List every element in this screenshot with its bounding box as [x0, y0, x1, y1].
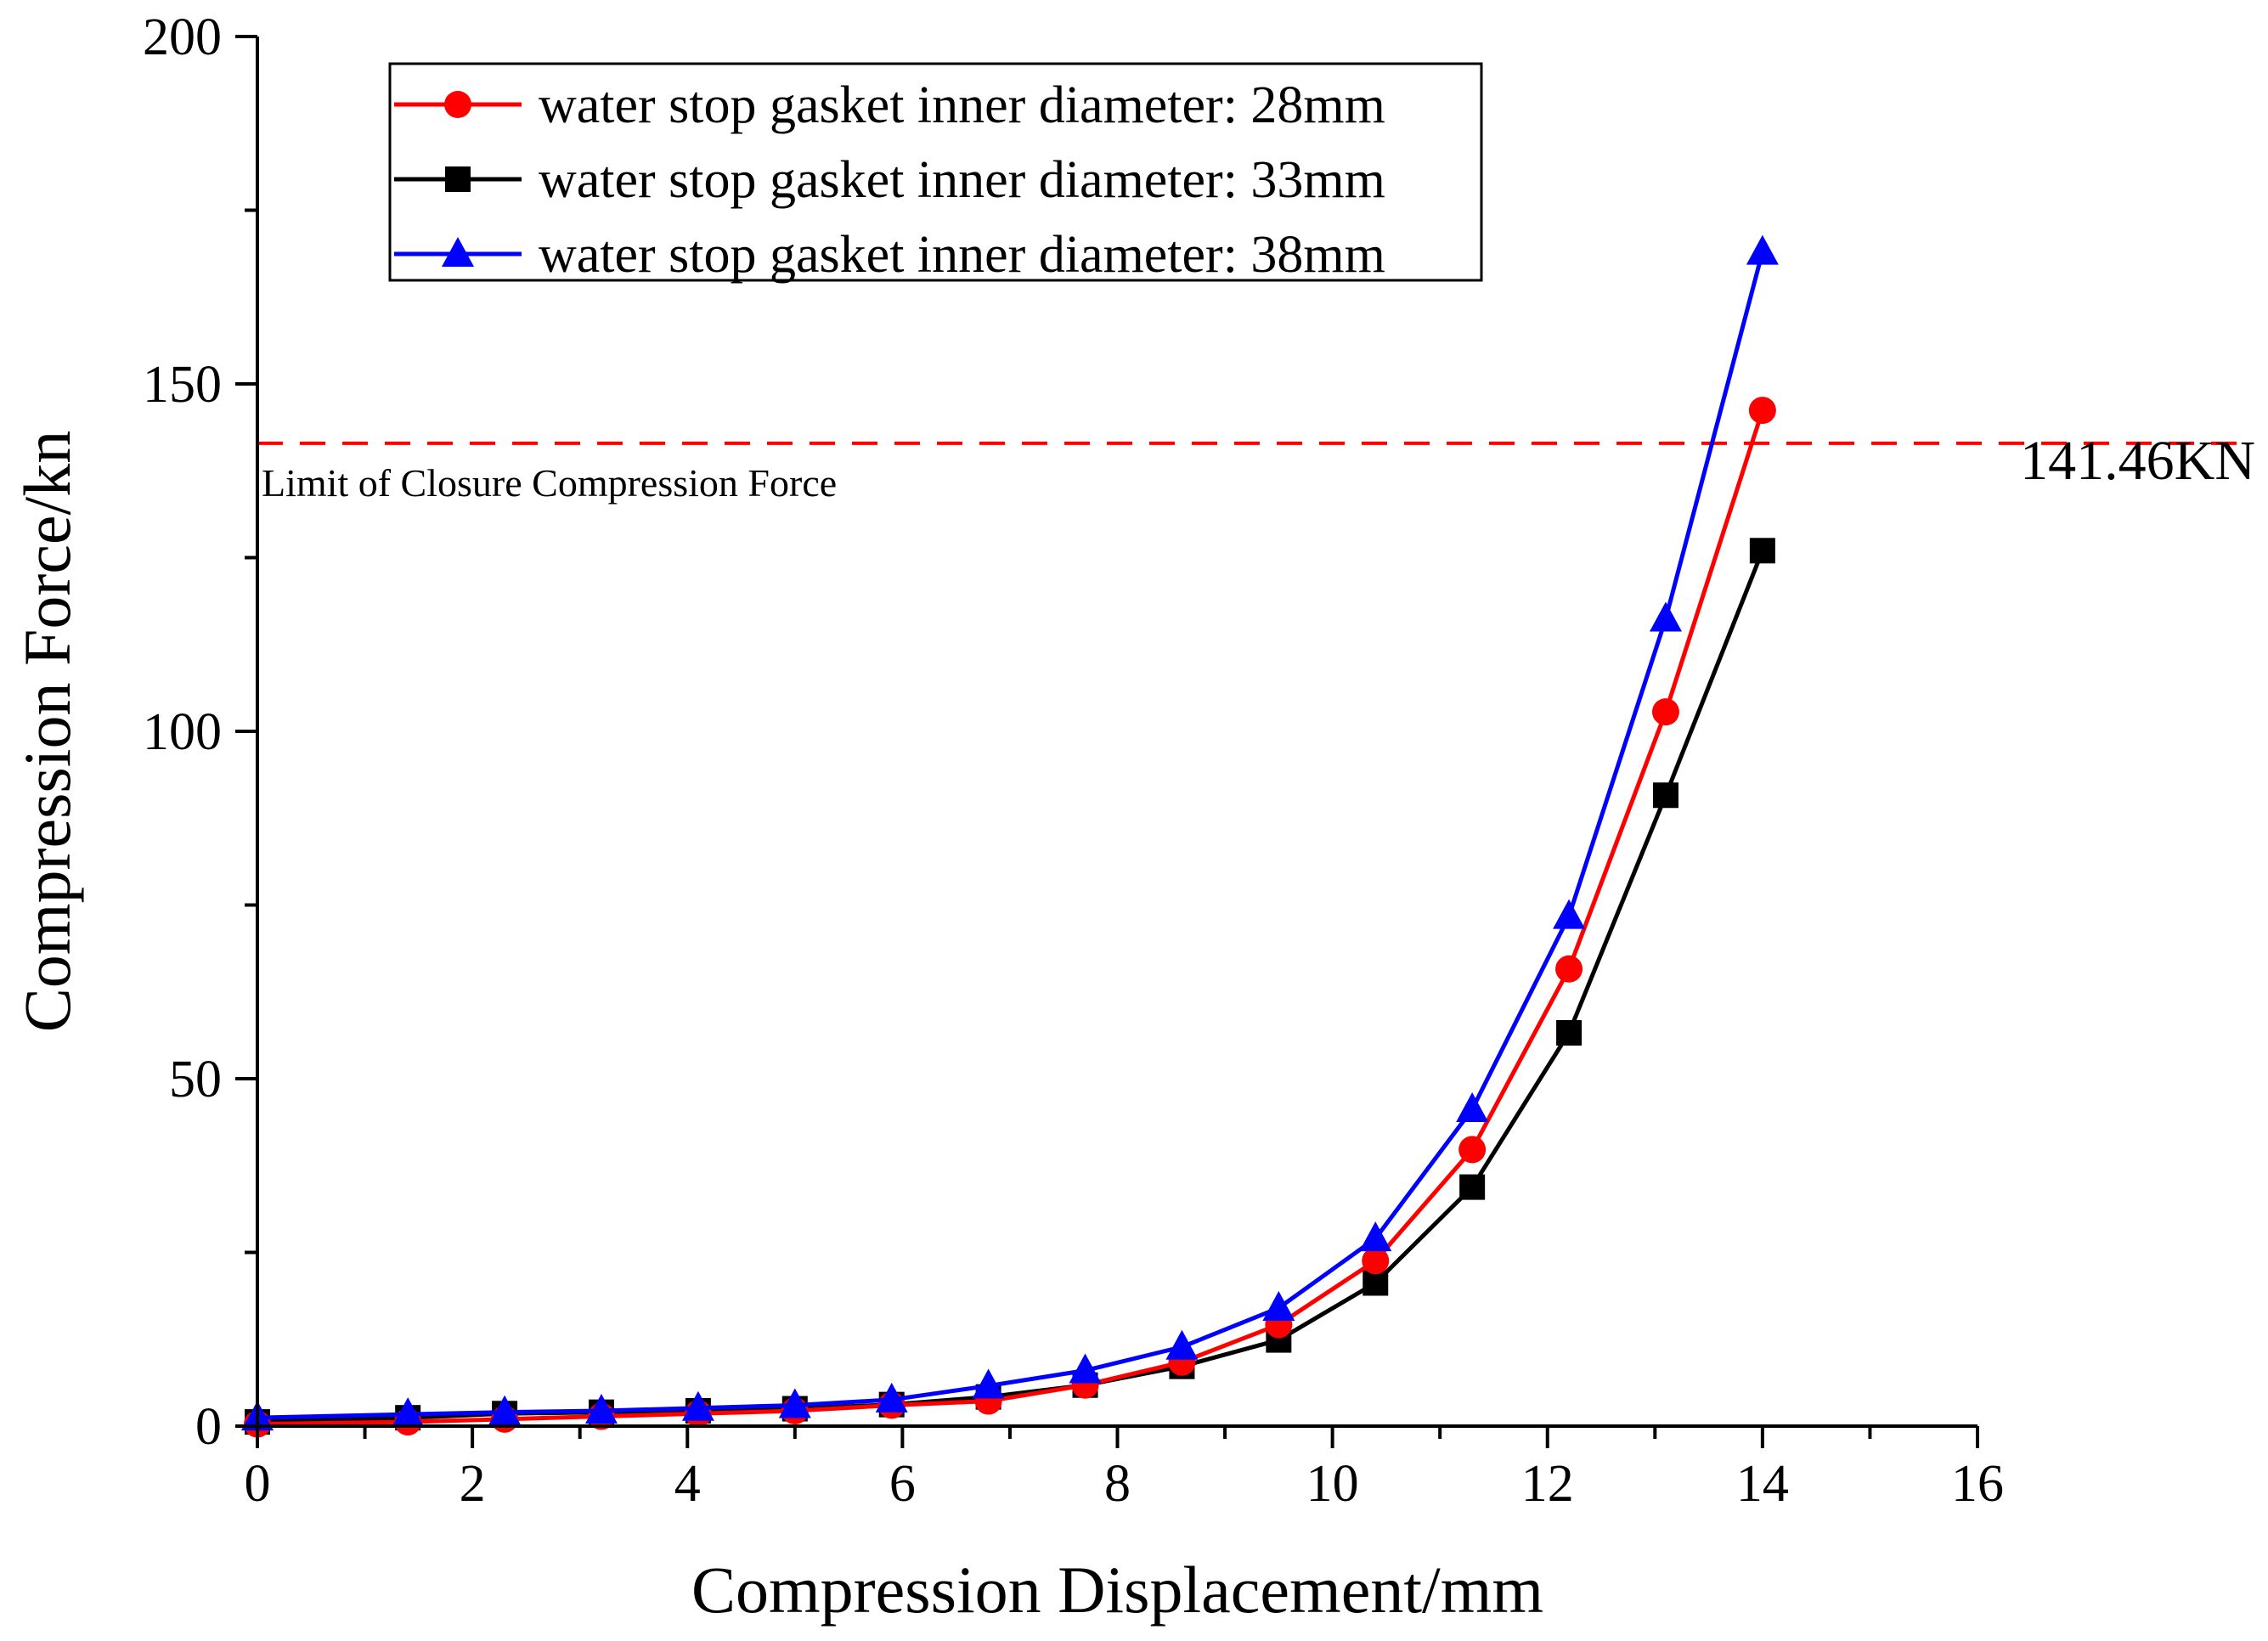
x-tick-label: 14 — [1736, 1455, 1789, 1513]
x-tick-label: 12 — [1521, 1455, 1574, 1513]
y-tick-label: 200 — [143, 8, 222, 66]
legend-swatch-marker — [442, 237, 474, 267]
series-line — [257, 550, 1765, 1424]
reference-line-value-label: 141.46KN — [2020, 430, 2255, 492]
y-tick-label: 0 — [195, 1398, 222, 1456]
data-point-square — [1556, 1020, 1583, 1046]
data-point-triangle — [1553, 899, 1586, 929]
data-point-circle — [1362, 1247, 1390, 1275]
y-tick-label: 150 — [143, 356, 222, 414]
data-point-square — [1749, 538, 1775, 564]
x-tick-label: 10 — [1306, 1455, 1359, 1513]
data-point-triangle — [1359, 1221, 1392, 1252]
legend-label: water stop gasket inner diameter: 38mm — [539, 226, 1385, 284]
series-line — [257, 409, 1765, 1427]
reference-line-label: Limit of Closure Compression Force — [262, 461, 837, 505]
data-point-triangle — [488, 1395, 522, 1425]
legend: water stop gasket inner diameter: 28mm wa… — [388, 62, 1483, 284]
y-tick-label: 100 — [143, 703, 222, 761]
data-point-triangle — [778, 1388, 811, 1418]
x-tick-label: 8 — [1104, 1455, 1131, 1513]
series-group — [241, 234, 1779, 1438]
data-point-triangle — [1262, 1290, 1295, 1321]
data-point-circle — [1748, 397, 1776, 425]
x-axis-title: Compression Displacement/mm — [691, 1553, 1543, 1627]
data-point-square — [1459, 1174, 1486, 1200]
data-point-triangle — [681, 1390, 714, 1421]
legend-item: water stop gasket inner diameter: 33mm — [394, 151, 1385, 209]
data-point-square — [1652, 782, 1678, 809]
series-line — [257, 251, 1765, 1420]
x-tick-label: 6 — [889, 1455, 916, 1513]
series-1 — [244, 397, 1776, 1438]
data-point-triangle — [1456, 1091, 1489, 1122]
x-tick-label: 2 — [460, 1455, 486, 1513]
legend-box — [388, 62, 1483, 282]
data-point-circle — [1555, 955, 1583, 983]
data-point-square — [1362, 1270, 1389, 1296]
legend-label: water stop gasket inner diameter: 33mm — [539, 151, 1385, 209]
data-point-triangle — [1746, 234, 1779, 265]
series-2 — [245, 538, 1775, 1435]
x-tick-label: 16 — [1951, 1455, 2004, 1513]
data-point-triangle — [392, 1397, 425, 1428]
axes-group: 0 2 4 6 8 10 12 14 16 0 50 100 150 200 — [143, 8, 2004, 1513]
legend-item: water stop gasket inner diameter: 38mm — [394, 226, 1385, 284]
data-point-triangle — [875, 1382, 908, 1413]
data-point-circle — [1651, 698, 1679, 726]
legend-swatch-marker — [444, 91, 471, 118]
y-tick-label: 50 — [169, 1051, 222, 1108]
legend-swatch-marker — [445, 166, 471, 192]
data-point-circle — [1458, 1136, 1487, 1164]
data-point-triangle — [1069, 1353, 1102, 1384]
legend-item: water stop gasket inner diameter: 28mm — [394, 76, 1385, 134]
x-tick-label: 4 — [674, 1455, 701, 1513]
data-point-triangle — [1649, 601, 1682, 632]
data-point-triangle — [1165, 1329, 1199, 1360]
x-tick-label: 0 — [245, 1455, 271, 1513]
data-point-triangle — [585, 1394, 618, 1424]
data-point-triangle — [972, 1368, 1005, 1399]
legend-label: water stop gasket inner diameter: 28mm — [539, 76, 1385, 134]
series-3 — [241, 234, 1779, 1431]
y-axis-title: Compression Force/kn — [10, 431, 84, 1032]
